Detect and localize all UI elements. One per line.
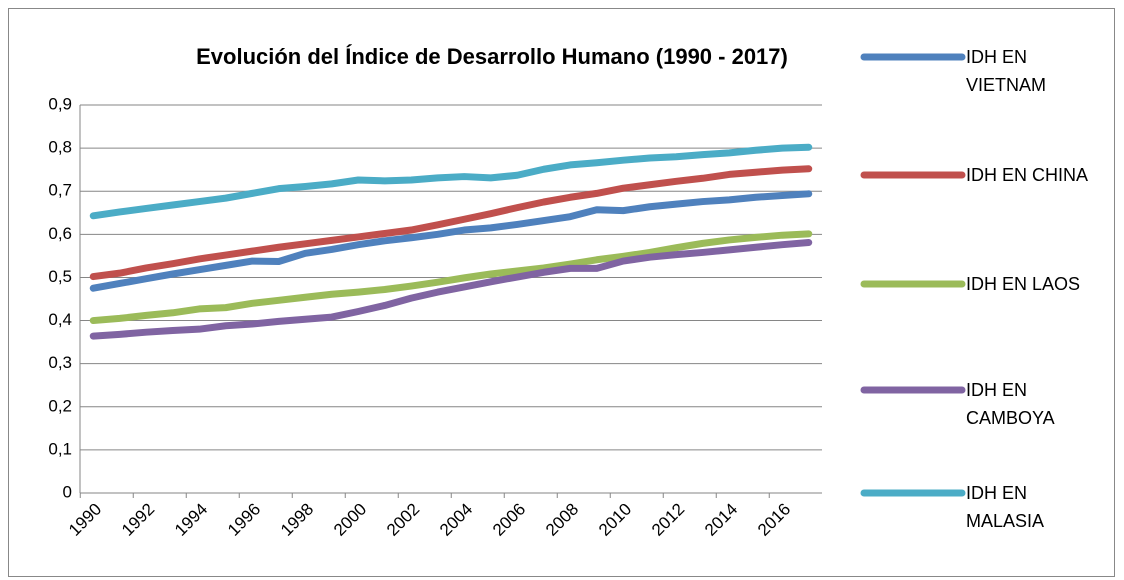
y-tick-label: 0,9 — [48, 94, 72, 113]
legend-label: IDH EN MALASIA — [966, 483, 1045, 531]
y-tick-label: 0,3 — [48, 353, 72, 372]
y-tick-label: 0 — [63, 482, 72, 501]
y-tick-label: 0,5 — [48, 267, 72, 286]
y-tick-label: 0,1 — [48, 439, 72, 458]
chart-title: Evolución del Índice de Desarrollo Human… — [196, 44, 788, 69]
y-tick-label: 0,6 — [48, 224, 72, 243]
data-line — [89, 190, 813, 292]
data-line — [89, 239, 813, 340]
legend-label: IDH EN CAMBOYA — [966, 380, 1055, 428]
chart-frame — [8, 8, 1115, 577]
legend-label: IDH EN VIETNAM — [966, 47, 1047, 95]
data-line — [89, 230, 813, 325]
y-tick-label: 0,7 — [48, 181, 72, 200]
legend-label: IDH EN CHINA — [966, 165, 1089, 185]
data-line — [89, 165, 813, 281]
legend-label: IDH EN LAOS — [966, 274, 1081, 294]
y-tick-label: 0,4 — [48, 310, 72, 329]
data-line — [89, 143, 813, 220]
y-tick-label: 0,8 — [48, 138, 72, 157]
y-tick-label: 0,2 — [48, 396, 72, 415]
